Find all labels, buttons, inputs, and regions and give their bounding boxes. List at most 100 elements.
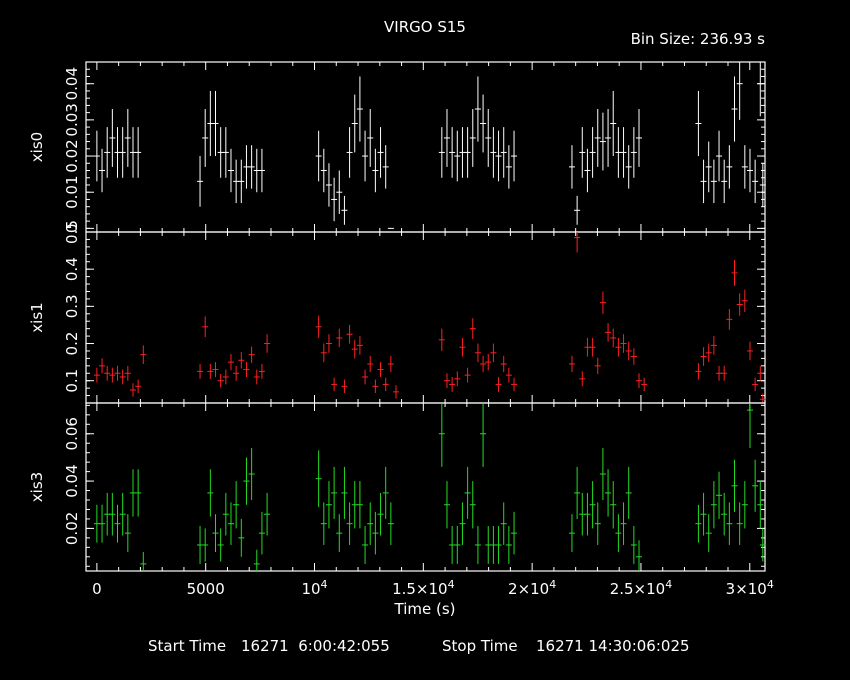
data-point-xis3: [469, 481, 476, 529]
data-point-xis1: [641, 377, 648, 392]
y-tick-label-xis0: 0: [63, 224, 81, 234]
data-point-xis3: [93, 504, 100, 543]
data-point-xis0: [443, 109, 450, 167]
x-axis-label: Time (s): [394, 600, 456, 618]
data-point-xis1: [505, 367, 512, 383]
data-point-xis1: [474, 343, 481, 363]
data-point-xis1: [372, 379, 379, 393]
data-point-xis0: [757, 62, 764, 117]
data-point-xis0: [464, 127, 471, 178]
data-point-xis3: [741, 481, 748, 529]
y-tick-label-xis0: 0.01: [63, 176, 81, 209]
data-point-xis1: [511, 377, 518, 392]
data-point-xis3: [331, 466, 338, 519]
data-point-xis1: [759, 393, 766, 403]
data-point-xis1: [752, 377, 759, 392]
data-point-xis1: [574, 232, 581, 253]
data-point-xis1: [351, 339, 358, 359]
data-point-xis0: [469, 109, 476, 167]
data-point-xis3: [135, 469, 142, 517]
data-point-xis3: [620, 502, 627, 545]
stop-time-value: 16271 14:30:06:025: [536, 637, 690, 655]
data-point-xis3: [625, 466, 632, 519]
data-point-xis3: [464, 466, 471, 519]
y-tick-label-xis1: 0.1: [63, 369, 81, 393]
data-point-xis0: [710, 159, 717, 204]
data-point-xis3: [202, 528, 209, 562]
data-point-xis3: [124, 514, 131, 553]
y-tick-label-xis3: 0.02: [63, 512, 81, 545]
data-point-xis1: [757, 365, 764, 381]
data-point-xis3: [615, 514, 622, 553]
data-point-xis1: [700, 347, 707, 366]
data-point-xis3: [599, 447, 606, 501]
y-tick-label-xis0: 0.04: [63, 67, 81, 100]
data-point-xis0: [222, 127, 229, 178]
data-point-xis0: [752, 159, 759, 204]
data-point-xis1: [443, 373, 450, 389]
x-tick-label: 0: [92, 580, 102, 598]
data-point-xis3: [248, 447, 255, 501]
data-point-xis0: [759, 163, 766, 207]
data-point-xis3: [454, 526, 461, 564]
data-point-xis1: [500, 355, 507, 373]
data-point-xis0: [325, 163, 332, 207]
y-axis-label-xis1: xis1: [28, 302, 46, 332]
data-point-xis3: [351, 481, 358, 529]
data-point-xis3: [346, 502, 353, 545]
data-point-xis1: [140, 345, 147, 364]
data-point-xis0: [207, 90, 214, 157]
data-point-xis1: [377, 362, 384, 377]
data-point-xis1: [589, 337, 596, 357]
data-point-xis0: [490, 127, 497, 178]
data-point-xis3: [443, 481, 450, 529]
data-point-xis1: [253, 369, 260, 385]
data-point-xis3: [104, 492, 111, 536]
data-point-xis0: [212, 90, 219, 157]
data-point-xis0: [579, 127, 586, 178]
data-point-xis0: [721, 159, 728, 204]
data-point-xis1: [568, 355, 575, 373]
y-tick-label-xis1: 0.2: [63, 332, 81, 356]
start-time-value: 16271 6:00:42:055: [241, 637, 390, 655]
data-point-xis3: [757, 481, 764, 529]
data-point-xis1: [695, 363, 702, 380]
data-point-xis0: [574, 195, 581, 225]
data-point-xis0: [454, 130, 461, 182]
data-point-xis1: [212, 362, 219, 377]
data-point-xis1: [705, 343, 712, 363]
data-point-xis0: [610, 90, 617, 157]
data-point-xis0: [599, 112, 606, 171]
y-tick-label-xis0: 0.02: [63, 139, 81, 172]
data-point-xis1: [135, 379, 142, 393]
data-point-xis0: [705, 141, 712, 193]
data-point-xis3: [258, 511, 265, 555]
panel-frame-xis1: [85, 231, 766, 404]
panel-xis0: 0 0.01 0.02 0.03 0.04 xis0: [28, 61, 766, 234]
data-point-xis0: [233, 159, 240, 204]
data-point-xis3: [377, 492, 384, 536]
data-point-xis1: [721, 365, 728, 381]
data-point-xis3: [238, 518, 245, 557]
data-point-xis3: [325, 481, 332, 529]
bin-size-label: Bin Size: 236.93 s: [631, 30, 766, 48]
data-point-xis0: [197, 156, 204, 207]
data-point-xis0: [124, 109, 131, 167]
data-point-xis0: [630, 127, 637, 178]
chart-title: VIRGO S15: [384, 18, 466, 36]
data-point-xis1: [217, 374, 224, 388]
data-point-xis1: [109, 367, 116, 383]
data-point-xis3: [700, 492, 707, 536]
panel-frame-xis3: [85, 402, 766, 572]
data-point-xis0: [700, 159, 707, 204]
data-point-xis1: [222, 369, 229, 385]
data-point-xis3: [222, 492, 229, 536]
data-point-xis0: [449, 127, 456, 178]
data-point-xis0: [746, 148, 753, 193]
data-point-xis3: [752, 459, 759, 512]
data-point-xis3: [705, 514, 712, 553]
data-point-xis0: [695, 90, 702, 157]
data-point-xis0: [99, 148, 106, 193]
data-point-xis1: [367, 355, 374, 373]
data-point-xis0: [109, 109, 116, 167]
